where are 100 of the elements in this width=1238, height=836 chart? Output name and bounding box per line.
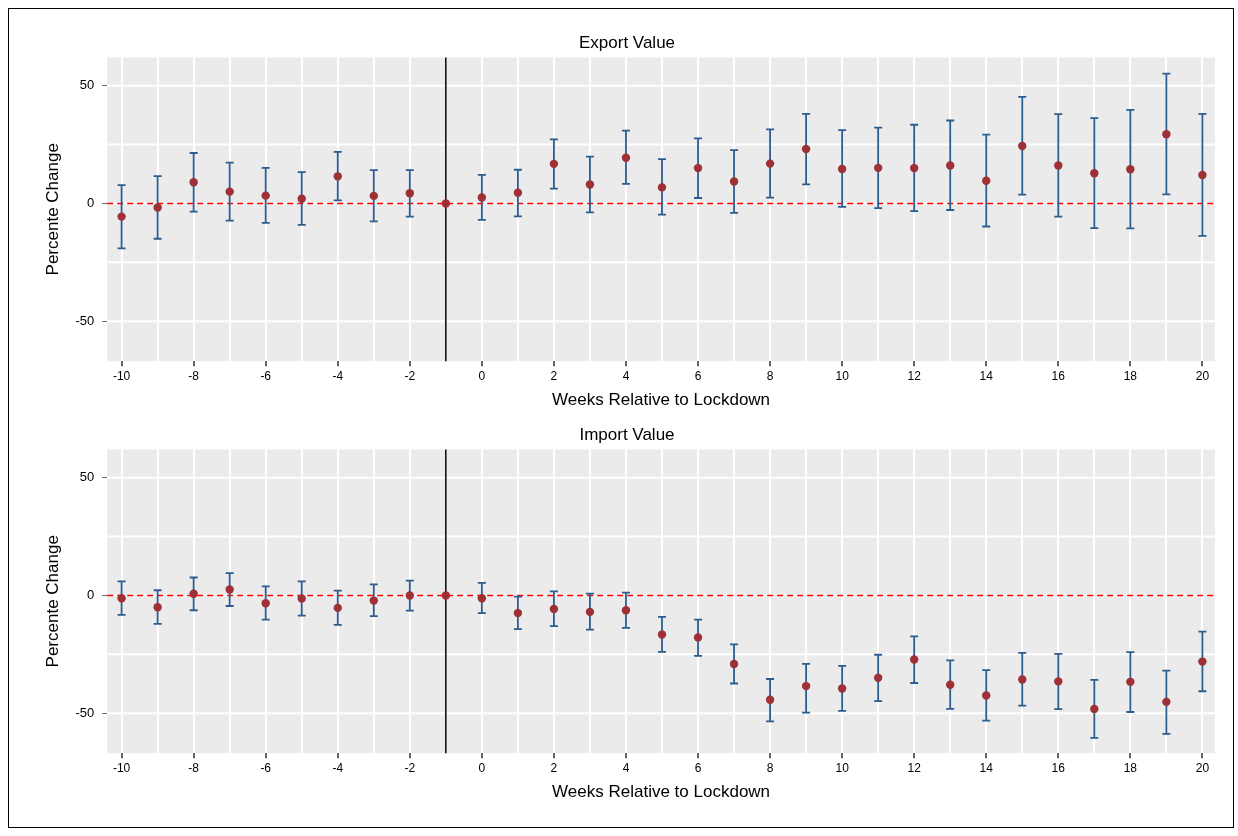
point [153,602,162,612]
x-tick-label: -8 [188,760,200,775]
point [1018,675,1027,684]
point [837,164,847,174]
point [837,684,847,693]
chart-title: Export Value [578,32,676,52]
point [513,188,523,198]
x-tick-label: 10 [835,760,850,775]
point [1090,169,1099,178]
point [441,591,451,600]
y-tick-label: 50 [79,469,95,485]
point [982,691,991,700]
x-tick-label: -2 [404,760,416,775]
x-tick-label: -6 [260,760,272,775]
y-axis-title: Percente Change [42,535,62,668]
x-axis-title: Weeks Relative to Lockdown [552,390,771,410]
point [621,606,631,615]
x-tick-label: -8 [188,368,200,383]
point [729,659,739,669]
point [1054,161,1063,170]
y-tick-label: 0 [86,586,95,602]
point [765,695,775,704]
x-tick-label: 12 [907,760,922,775]
point [765,159,775,168]
point [909,163,919,173]
point [946,680,955,689]
y-tick-label: 50 [79,77,95,93]
point [477,594,487,603]
x-tick-label: -2 [404,368,416,383]
x-tick-label: 20 [1195,368,1210,383]
point [982,176,991,185]
point [1126,165,1135,174]
x-tick-label: -4 [332,760,344,775]
point [1126,677,1135,687]
point [333,172,342,181]
point [225,187,234,196]
point [225,585,234,594]
point [549,159,559,169]
point [513,608,523,618]
point [873,163,883,173]
chart-title: Import Value [579,424,675,444]
point [1018,141,1027,151]
x-tick-label: -4 [332,368,344,383]
point [369,191,378,201]
point [729,177,739,186]
point [1162,129,1171,139]
point [189,589,198,598]
point [693,163,703,173]
point [405,591,415,600]
x-tick-label: 8 [766,760,774,775]
x-tick-label: 18 [1123,368,1138,383]
point [657,630,667,639]
point [585,607,595,617]
x-tick-label: -10 [112,760,131,775]
point [297,194,306,203]
x-tick-label: 20 [1195,760,1210,775]
x-tick-label: 14 [979,760,994,775]
x-tick-label: 2 [550,368,558,383]
y-tick-label: 0 [86,194,95,210]
x-tick-label: 6 [694,368,702,383]
x-tick-label: 8 [766,368,774,383]
x-tick-label: -6 [260,368,272,383]
x-tick-label: 16 [1051,368,1066,383]
point [549,604,559,614]
x-tick-label: 16 [1051,760,1066,775]
x-axis-title: Weeks Relative to Lockdown [552,782,771,802]
x-tick-label: 4 [622,368,630,383]
point [189,178,198,187]
point [477,193,487,202]
point [1054,677,1063,686]
point [657,183,667,192]
x-tick-label: 4 [622,760,630,775]
point [153,203,162,212]
point [801,681,811,691]
point [1198,170,1207,180]
point [369,596,378,605]
point [909,655,919,664]
point [585,180,595,189]
point [621,153,631,162]
point [405,189,415,198]
x-tick-label: 6 [694,760,702,775]
x-tick-label: 2 [550,760,558,775]
point [261,191,270,200]
point [1198,657,1207,666]
x-tick-label: 18 [1123,760,1138,775]
y-tick-label: -50 [75,704,95,720]
point [693,633,703,642]
x-tick-label: 10 [835,368,850,383]
point [946,161,955,170]
x-tick-label: 14 [979,368,994,383]
point [117,594,126,603]
point [297,594,306,603]
x-tick-label: 0 [478,760,486,775]
point [333,603,342,613]
point [261,598,270,608]
y-tick-label: -50 [75,312,95,328]
point [117,212,126,221]
point [873,673,883,683]
point [441,199,451,208]
x-tick-label: 0 [478,368,486,383]
